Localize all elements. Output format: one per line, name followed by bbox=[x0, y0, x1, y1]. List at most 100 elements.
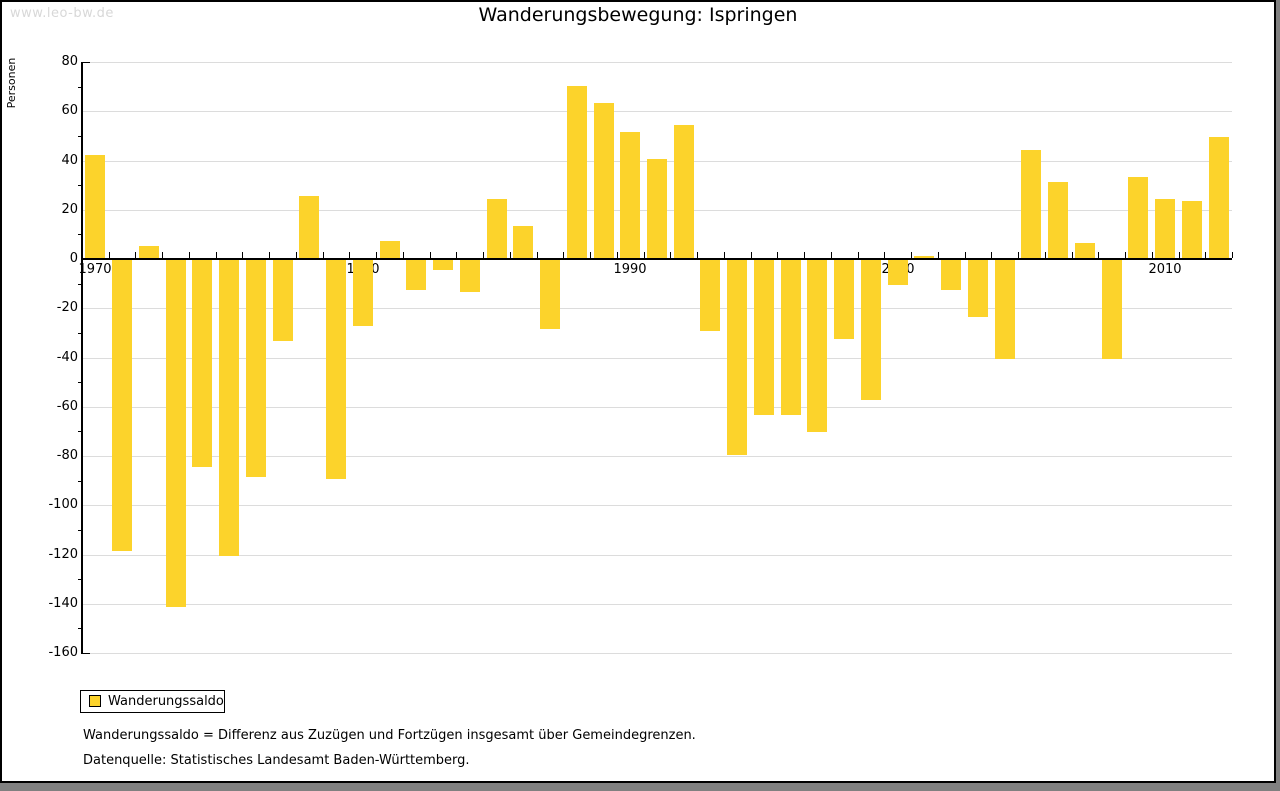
bar-1970[interactable] bbox=[85, 155, 105, 258]
x-axis-tick bbox=[751, 252, 752, 258]
x-axis-tick bbox=[1205, 252, 1206, 258]
x-axis-tick bbox=[1045, 252, 1046, 258]
y-gridline bbox=[82, 358, 1232, 359]
x-axis-tick bbox=[670, 252, 671, 258]
x-axis-tick bbox=[1232, 252, 1233, 258]
y-axis-top-cap bbox=[82, 62, 90, 63]
watermark: www.leo-bw.de bbox=[10, 6, 114, 21]
y-gridline bbox=[82, 62, 1232, 63]
bar-1989[interactable] bbox=[594, 103, 614, 258]
legend-item-wanderungssaldo[interactable]: Wanderungssaldo bbox=[80, 690, 225, 713]
bar-1999[interactable] bbox=[861, 260, 881, 400]
bar-2005[interactable] bbox=[1021, 150, 1041, 258]
x-axis-tick bbox=[884, 252, 885, 258]
bar-1985[interactable] bbox=[487, 199, 507, 258]
bar-1973[interactable] bbox=[166, 260, 186, 607]
bar-1990[interactable] bbox=[620, 132, 640, 258]
y-axis-tick-label: 20 bbox=[61, 202, 78, 217]
x-axis-tick bbox=[1018, 252, 1019, 258]
x-axis-tick bbox=[938, 252, 939, 258]
x-axis-tick bbox=[135, 252, 136, 258]
x-axis-tick bbox=[323, 252, 324, 258]
x-axis-tick bbox=[269, 252, 270, 258]
bar-2012[interactable] bbox=[1209, 137, 1229, 258]
bar-1979[interactable] bbox=[326, 260, 346, 479]
x-axis-tick bbox=[537, 252, 538, 258]
bar-1984[interactable] bbox=[460, 260, 480, 292]
y-axis-minor-tick bbox=[78, 333, 82, 334]
x-axis-tick-label: 1990 bbox=[613, 262, 647, 277]
bar-1971[interactable] bbox=[112, 260, 132, 551]
bar-2006[interactable] bbox=[1048, 182, 1068, 258]
x-axis-tick bbox=[858, 252, 859, 258]
y-axis-minor-tick bbox=[78, 481, 82, 482]
footnote-source: Datenquelle: Statistisches Landesamt Bad… bbox=[83, 753, 470, 768]
bar-1987[interactable] bbox=[540, 260, 560, 329]
bar-1978[interactable] bbox=[299, 196, 319, 258]
bar-1977[interactable] bbox=[273, 260, 293, 341]
y-axis-minor-tick bbox=[78, 628, 82, 629]
bar-2007[interactable] bbox=[1075, 243, 1095, 258]
bar-1993[interactable] bbox=[700, 260, 720, 331]
bar-1982[interactable] bbox=[406, 260, 426, 290]
y-gridline bbox=[82, 308, 1232, 309]
bar-1976[interactable] bbox=[246, 260, 266, 477]
y-gridline bbox=[82, 111, 1232, 112]
x-axis-tick bbox=[1098, 252, 1099, 258]
legend-swatch-icon bbox=[89, 695, 101, 707]
bar-2011[interactable] bbox=[1182, 201, 1202, 258]
bar-1996[interactable] bbox=[781, 260, 801, 415]
bar-1975[interactable] bbox=[219, 260, 239, 556]
bar-2008[interactable] bbox=[1102, 260, 1122, 359]
bar-1981[interactable] bbox=[380, 241, 400, 258]
y-axis-tick-label: -100 bbox=[48, 497, 78, 512]
bar-2002[interactable] bbox=[941, 260, 961, 290]
x-axis-tick bbox=[965, 252, 966, 258]
bar-2004[interactable] bbox=[995, 260, 1015, 359]
bar-1972[interactable] bbox=[139, 246, 159, 258]
bar-1986[interactable] bbox=[513, 226, 533, 258]
bar-2009[interactable] bbox=[1128, 177, 1148, 258]
x-axis-tick bbox=[1072, 252, 1073, 258]
x-axis-tick bbox=[216, 252, 217, 258]
x-axis-tick bbox=[590, 252, 591, 258]
bar-1998[interactable] bbox=[834, 260, 854, 339]
x-axis-tick bbox=[296, 252, 297, 258]
x-axis-tick bbox=[162, 252, 163, 258]
bar-2010[interactable] bbox=[1155, 199, 1175, 258]
bar-1991[interactable] bbox=[647, 159, 667, 258]
x-axis-tick bbox=[991, 252, 992, 258]
bar-1994[interactable] bbox=[727, 260, 747, 455]
y-axis-tick-label: -20 bbox=[56, 300, 78, 315]
y-gridline bbox=[82, 505, 1232, 506]
y-axis-tick-label: -160 bbox=[48, 645, 78, 660]
bar-2003[interactable] bbox=[968, 260, 988, 317]
x-axis-tick bbox=[1179, 252, 1180, 258]
y-axis-tick-label: 0 bbox=[69, 251, 78, 266]
x-axis-tick bbox=[804, 252, 805, 258]
y-gridline bbox=[82, 456, 1232, 457]
bar-1995[interactable] bbox=[754, 260, 774, 415]
y-axis-minor-tick bbox=[78, 185, 82, 186]
y-axis-tick-label: -140 bbox=[48, 596, 78, 611]
bar-1992[interactable] bbox=[674, 125, 694, 258]
y-axis-minor-tick bbox=[78, 87, 82, 88]
y-axis-tick-label: 40 bbox=[61, 153, 78, 168]
bar-1983[interactable] bbox=[433, 260, 453, 270]
y-axis-minor-tick bbox=[78, 431, 82, 432]
bar-1980[interactable] bbox=[353, 260, 373, 326]
bar-1974[interactable] bbox=[192, 260, 212, 467]
x-axis-tick bbox=[483, 252, 484, 258]
bar-1988[interactable] bbox=[567, 86, 587, 258]
x-axis-tick bbox=[617, 252, 618, 258]
bar-1997[interactable] bbox=[807, 260, 827, 432]
x-axis-tick bbox=[644, 252, 645, 258]
x-axis-tick bbox=[376, 252, 377, 258]
x-axis-tick bbox=[831, 252, 832, 258]
bar-2001[interactable] bbox=[914, 256, 934, 258]
chart-area: 80 60 40 20 0 -20 -40 -60 -80 -100 -120 -140 -160 197… bbox=[2, 2, 1274, 781]
y-gridline bbox=[82, 604, 1232, 605]
y-axis-minor-tick bbox=[78, 382, 82, 383]
bar-2000[interactable] bbox=[888, 260, 908, 285]
